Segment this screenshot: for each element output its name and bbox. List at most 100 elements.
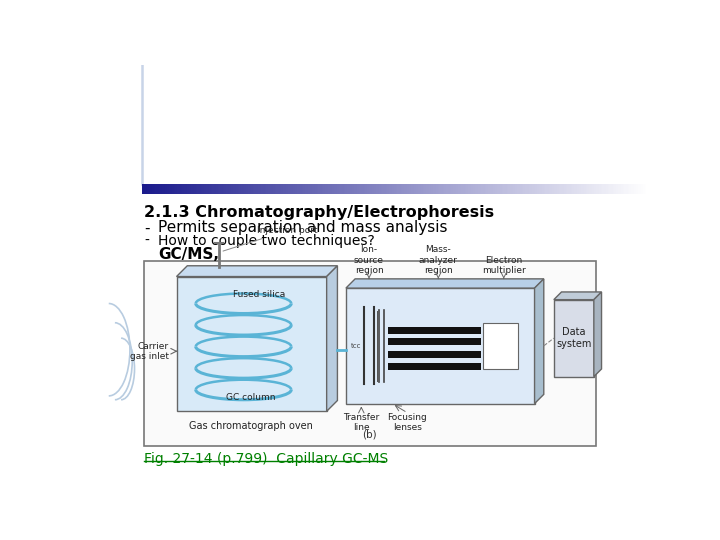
Bar (634, 184, 637, 194)
Bar (565, 184, 568, 194)
Bar (644, 184, 647, 194)
Bar (469, 184, 472, 194)
Bar (608, 184, 610, 194)
Bar (338, 184, 341, 194)
Bar (508, 184, 510, 194)
Text: Permits separation and mass analysis: Permits separation and mass analysis (158, 220, 448, 235)
Bar (384, 184, 387, 194)
Bar (616, 184, 618, 194)
Polygon shape (176, 266, 338, 276)
Bar (397, 184, 400, 194)
Bar (366, 184, 368, 194)
Bar (585, 184, 588, 194)
Bar (212, 184, 215, 194)
Bar (580, 184, 583, 194)
Bar (317, 184, 319, 194)
Bar (540, 184, 543, 194)
Bar (392, 184, 395, 194)
Bar (351, 184, 353, 194)
Bar (449, 184, 452, 194)
Bar (162, 184, 164, 194)
Bar (202, 184, 204, 194)
Bar (217, 184, 220, 194)
Bar (144, 261, 596, 446)
Bar (525, 184, 528, 194)
Bar (431, 184, 433, 194)
Bar (523, 184, 526, 194)
Bar (463, 184, 465, 194)
Bar (197, 184, 199, 194)
Bar (168, 184, 171, 194)
Bar (453, 184, 455, 194)
Bar (328, 184, 331, 194)
Bar (354, 184, 356, 194)
Bar (414, 184, 417, 194)
Bar (273, 184, 276, 194)
Bar (628, 184, 630, 194)
Bar (408, 184, 410, 194)
Bar (503, 184, 505, 194)
Bar (148, 184, 151, 194)
Bar (545, 184, 548, 194)
Bar (624, 184, 627, 194)
Bar (376, 184, 378, 194)
Bar (307, 184, 309, 194)
Bar (206, 184, 208, 194)
Bar (367, 184, 369, 194)
Bar (510, 184, 513, 194)
Bar (549, 184, 551, 194)
Bar (222, 184, 225, 194)
Bar (343, 184, 346, 194)
Bar (303, 184, 306, 194)
Bar (289, 184, 292, 194)
Bar (192, 184, 194, 194)
Bar (614, 184, 617, 194)
Bar (534, 184, 536, 194)
Bar (359, 184, 361, 194)
Bar (598, 184, 600, 194)
Bar (153, 184, 156, 194)
Bar (246, 184, 248, 194)
Bar (448, 184, 450, 194)
Bar (444, 184, 447, 194)
Bar (436, 184, 438, 194)
Bar (256, 184, 258, 194)
Bar (542, 184, 544, 194)
Bar (633, 184, 635, 194)
Bar (369, 184, 372, 194)
Text: 2.1.3 Chromatography/Electrophoresis: 2.1.3 Chromatography/Electrophoresis (144, 205, 495, 220)
Bar (590, 184, 593, 194)
Bar (426, 184, 428, 194)
Bar (150, 184, 153, 194)
Bar (483, 323, 518, 369)
Bar (176, 276, 327, 411)
Bar (411, 184, 413, 194)
Text: Mass-
analyzer
region: Mass- analyzer region (419, 245, 458, 275)
Bar (570, 184, 573, 194)
Polygon shape (534, 279, 544, 403)
Bar (618, 184, 620, 194)
Bar (456, 184, 459, 194)
Polygon shape (346, 279, 544, 288)
Bar (609, 184, 612, 194)
Bar (259, 184, 262, 194)
Bar (480, 184, 482, 194)
Bar (522, 184, 524, 194)
Bar (381, 184, 383, 194)
Bar (401, 184, 403, 194)
Bar (497, 184, 499, 194)
Bar (271, 184, 274, 194)
Bar (219, 184, 222, 194)
Bar (361, 184, 363, 194)
Bar (557, 184, 559, 194)
Bar (221, 184, 223, 194)
Bar (297, 184, 299, 194)
Bar (333, 184, 336, 194)
Bar (629, 184, 632, 194)
Polygon shape (554, 292, 601, 300)
Text: Gas chromatograph oven: Gas chromatograph oven (189, 421, 313, 430)
Bar (176, 184, 178, 194)
Bar (429, 184, 432, 194)
Bar (179, 184, 181, 194)
Bar (418, 184, 420, 194)
